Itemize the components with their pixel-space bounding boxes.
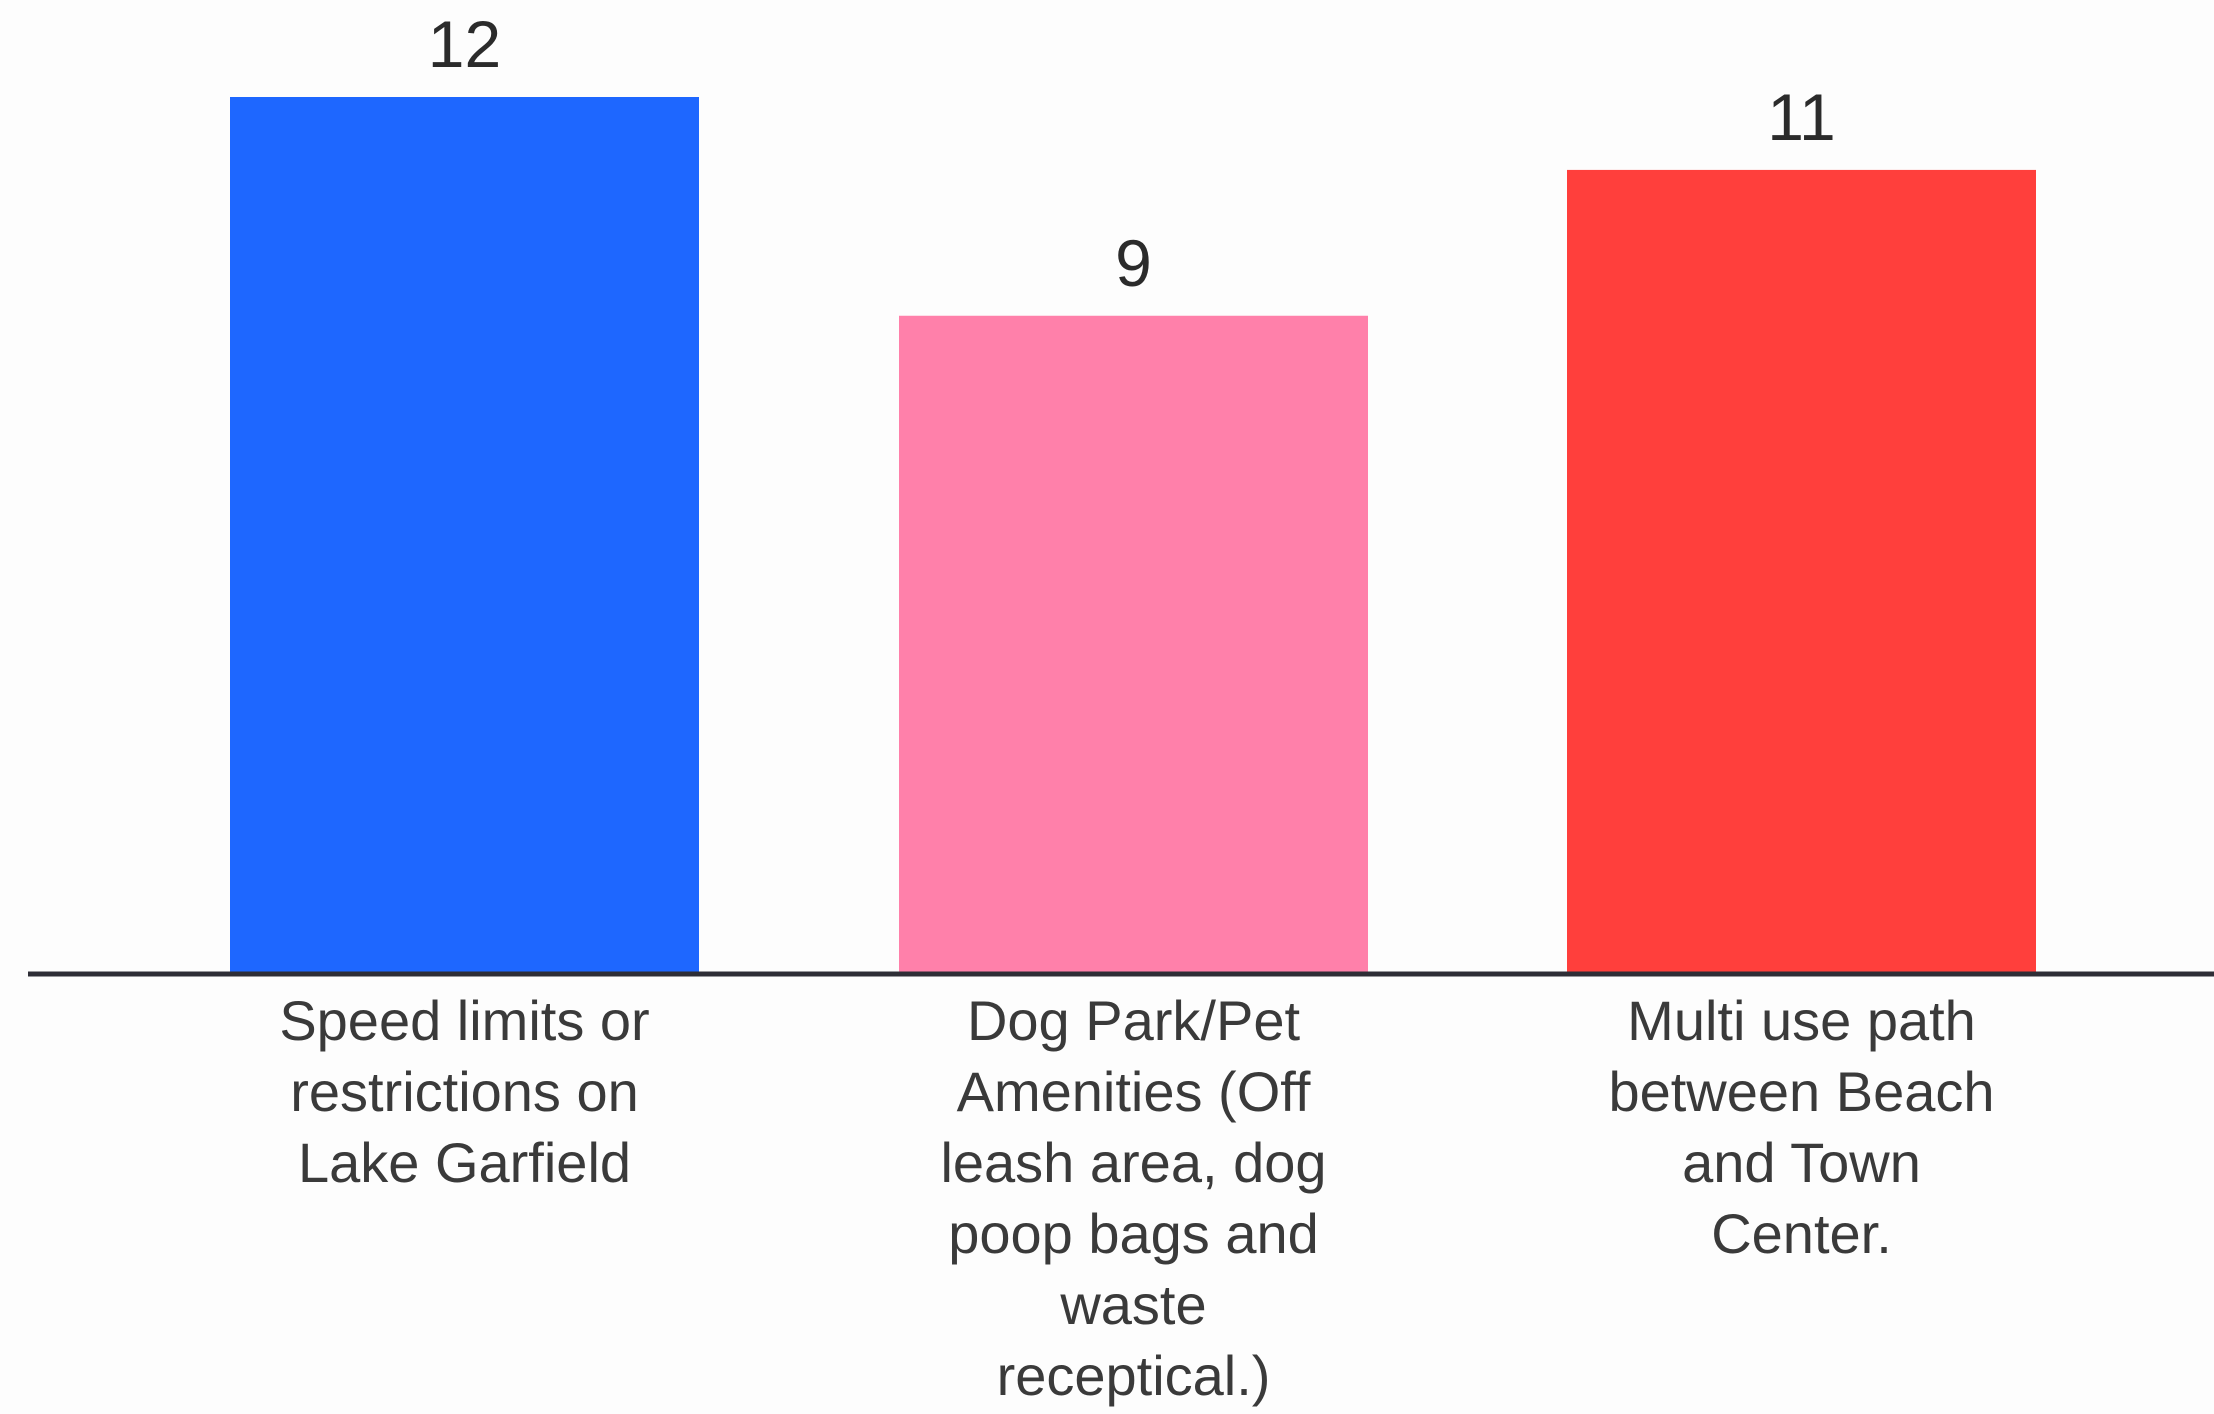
x-tick-label-line: between Beach [1608, 1060, 1994, 1123]
bar-2 [899, 315, 1368, 972]
x-tick-label-2: Dog Park/Pet Amenities (Off leash area, do… [940, 989, 1326, 1407]
x-tick-label-line: Speed limits or [279, 989, 649, 1052]
x-tick-label-line: restrictions on [290, 1060, 639, 1123]
x-tick-label-line: Amenities (Off [957, 1060, 1311, 1123]
x-tick-label-line: leash area, dog [940, 1131, 1326, 1194]
x-tick-label-line: Center. [1711, 1202, 1892, 1265]
x-tick-label-line: receptical.) [997, 1344, 1271, 1407]
x-tick-label-line: Lake Garfield [298, 1131, 631, 1194]
x-tick-label-line: Multi use path [1627, 989, 1976, 1052]
x-tick-label-line: Dog Park/Pet [967, 989, 1300, 1052]
data-label-1: 12 [428, 7, 501, 81]
x-tick-label-line: waste [1059, 1273, 1206, 1336]
x-tick-label-line: and Town [1682, 1131, 1921, 1194]
x-tick-label-line: poop bags and [948, 1202, 1319, 1265]
x-tick-label-1: Speed limits or restrictions on Lake Garfi… [279, 989, 649, 1194]
bar-3 [1567, 169, 2036, 972]
data-label-2: 9 [1115, 226, 1152, 300]
x-tick-label-3: Multi use path between Beach and Town Cente… [1608, 989, 1994, 1265]
bar-1 [230, 97, 699, 972]
data-label-3: 11 [1767, 80, 1836, 154]
